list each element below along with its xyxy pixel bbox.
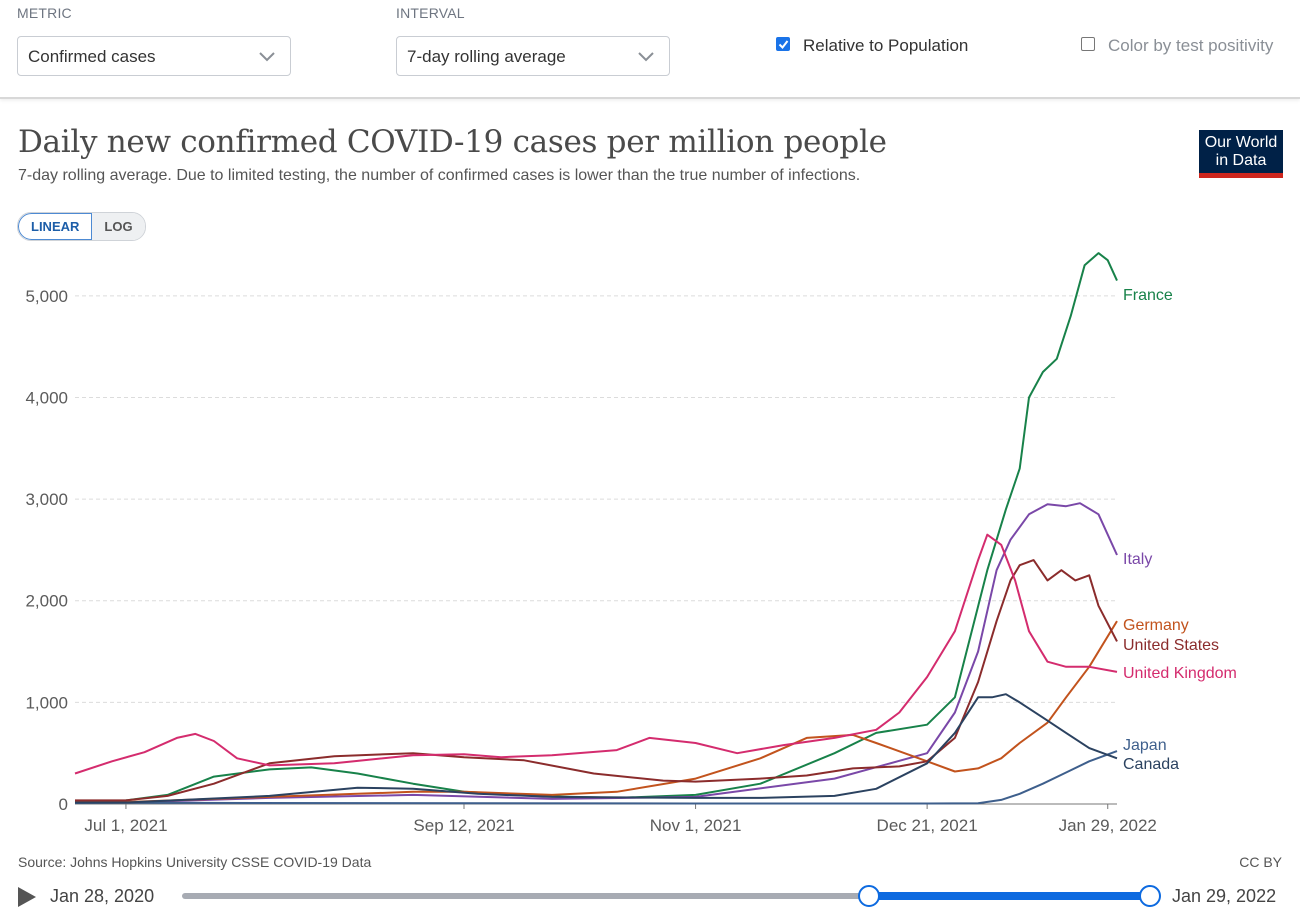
- series-label-france[interactable]: France: [1123, 287, 1173, 304]
- x-axis: Jul 1, 2021 Sep 12, 2021 Nov 1, 2021 Dec 21…: [75, 803, 1157, 835]
- metric-dropdown[interactable]: Confirmed cases: [17, 36, 291, 76]
- metric-value: Confirmed cases: [28, 47, 156, 66]
- series-label-canada[interactable]: Canada: [1123, 756, 1179, 773]
- timeline: Jan 28, 2020 Jan 29, 2022: [0, 876, 1300, 917]
- timeline-track[interactable]: [182, 893, 1150, 899]
- logo-line-2: in Data: [1215, 152, 1267, 169]
- timeline-end-handle[interactable]: [1139, 885, 1161, 907]
- series-labels: France Italy Germany United States United Ki…: [1123, 287, 1237, 773]
- series-line-japan[interactable]: [74, 750, 1118, 805]
- log-scale-button[interactable]: LOG: [92, 213, 145, 240]
- relative-to-population-label: Relative to Population: [803, 36, 969, 55]
- license-link[interactable]: CC BY: [1239, 854, 1282, 870]
- x-tick-label: Jan 29, 2022: [1059, 816, 1157, 835]
- timeline-selected-range: [869, 892, 1150, 900]
- play-icon[interactable]: [18, 887, 36, 907]
- relative-to-population-checkbox[interactable]: Relative to Population: [776, 36, 968, 56]
- source-note: Source: Johns Hopkins University CSSE CO…: [18, 854, 372, 870]
- line-chart: 0 1,000 2,000 3,000 4,000 5,000 Jul 1, 2021 Se…: [25, 252, 1237, 835]
- timeline-end-date: Jan 29, 2022: [1172, 886, 1277, 906]
- y-tick-label: 2,000: [25, 592, 68, 611]
- series-label-japan[interactable]: Japan: [1123, 737, 1167, 754]
- x-tick-label: Jul 1, 2021: [84, 816, 167, 835]
- controls-bar: METRIC Confirmed cases INTERVAL 7-day ro…: [0, 0, 1300, 99]
- linear-scale-button[interactable]: LINEAR: [18, 213, 93, 240]
- metric-label: METRIC: [17, 5, 72, 21]
- series-line-france[interactable]: [74, 252, 1118, 804]
- series-line-united-states[interactable]: [75, 559, 1118, 802]
- series-line-italy[interactable]: [75, 502, 1118, 804]
- series-label-germany[interactable]: Germany: [1123, 617, 1189, 634]
- y-axis-ticks: 0 1,000 2,000 3,000 4,000 5,000: [25, 287, 68, 814]
- interval-value: 7-day rolling average: [407, 47, 566, 66]
- color-by-test-positivity-checkbox[interactable]: Color by test positivity: [1081, 36, 1273, 56]
- timeline-start-date: Jan 28, 2020: [50, 886, 155, 906]
- checkbox-checked-icon: [776, 37, 790, 51]
- series-line-united-kingdom[interactable]: [74, 533, 1118, 775]
- y-tick-label: 4,000: [25, 388, 68, 407]
- owid-logo[interactable]: Our World in Data: [1199, 130, 1283, 178]
- color-by-test-positivity-label: Color by test positivity: [1108, 36, 1274, 55]
- chart-title: Daily new confirmed COVID-19 cases per m…: [18, 124, 887, 160]
- timeline-start-handle[interactable]: [858, 885, 881, 907]
- chart-subtitle: 7-day rolling average. Due to limited te…: [18, 167, 861, 184]
- interval-label: INTERVAL: [396, 5, 465, 21]
- y-tick-label: 1,000: [25, 693, 68, 712]
- gridlines: [75, 295, 1117, 703]
- checkbox-unchecked-icon: [1081, 37, 1095, 51]
- chevron-down-icon: [259, 52, 275, 62]
- series-label-united-states[interactable]: United States: [1123, 637, 1219, 654]
- series-line-canada[interactable]: [75, 693, 1118, 804]
- series-label-united-kingdom[interactable]: United Kingdom: [1123, 665, 1237, 682]
- scale-toggle: LINEAR LOG: [17, 212, 146, 241]
- chevron-down-icon: [638, 52, 654, 62]
- interval-dropdown[interactable]: 7-day rolling average: [396, 36, 670, 76]
- logo-line-1: Our World: [1204, 134, 1278, 151]
- y-tick-label: 3,000: [25, 490, 68, 509]
- series-lines: [74, 252, 1118, 805]
- x-tick-label: Nov 1, 2021: [650, 816, 742, 835]
- y-tick-label: 5,000: [25, 287, 68, 306]
- series-label-italy[interactable]: Italy: [1123, 551, 1152, 568]
- y-tick-label: 0: [59, 795, 68, 814]
- x-tick-label: Sep 12, 2021: [413, 816, 514, 835]
- x-tick-label: Dec 21, 2021: [877, 816, 978, 835]
